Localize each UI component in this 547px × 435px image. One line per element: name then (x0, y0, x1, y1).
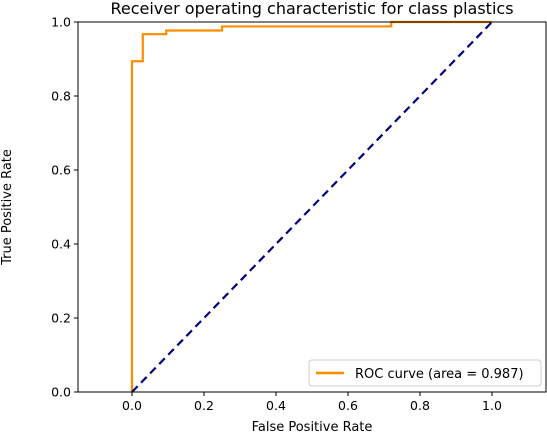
y-tick-label: 1.0 (51, 15, 71, 30)
x-tick-label: 1.0 (482, 398, 502, 413)
legend: ROC curve (area = 0.987) (308, 359, 542, 387)
y-tick-label: 0.0 (51, 385, 71, 400)
x-axis-ticks: 0.0 0.2 0.4 0.6 0.8 1.0 (122, 392, 502, 413)
y-tick-label: 0.6 (51, 163, 71, 178)
x-tick-label: 0.8 (410, 398, 430, 413)
chance-diagonal-line (131, 21, 493, 393)
x-tick-label: 0.4 (266, 398, 286, 413)
x-tick-label: 0.0 (122, 398, 142, 413)
roc-curve-line (130, 20, 492, 392)
y-tick-label: 0.8 (51, 89, 71, 104)
x-tick-label: 0.2 (194, 398, 214, 413)
chart-title: Receiver operating characteristic for cl… (110, 0, 513, 18)
axes-frame (77, 21, 547, 393)
y-axis-ticks: 0.0 0.2 0.4 0.6 0.8 1.0 (51, 15, 78, 400)
x-tick-label: 0.6 (338, 398, 358, 413)
y-tick-label: 0.2 (51, 311, 71, 326)
y-tick-label: 0.4 (51, 237, 71, 252)
x-axis-label: False Positive Rate (252, 420, 373, 435)
y-axis-label: True Positive Rate (0, 149, 15, 266)
legend-label-roc-curve: ROC curve (area = 0.987) (355, 367, 524, 382)
legend-box (308, 359, 542, 387)
plot-area (130, 20, 493, 393)
